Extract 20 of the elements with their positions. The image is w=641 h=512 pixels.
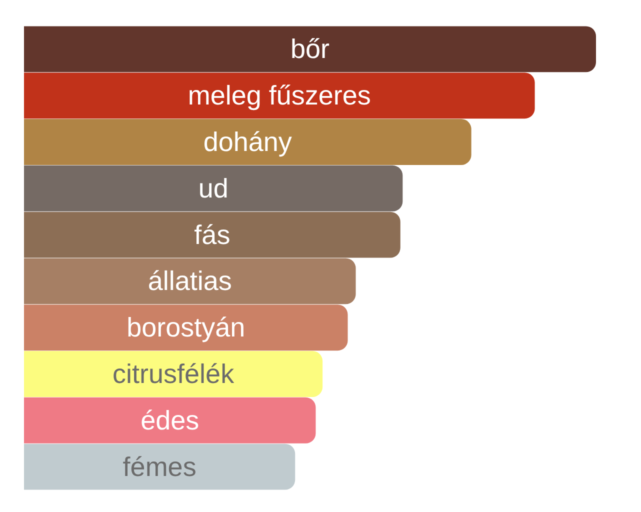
bar: [24, 397, 316, 444]
bar: [24, 258, 356, 304]
bar: [24, 444, 296, 490]
y-tick-label: meleg fűszeres: [188, 80, 371, 111]
bar: [24, 351, 323, 397]
y-tick-label: édes: [140, 405, 200, 436]
y-tick-label: borostyán: [126, 312, 246, 343]
y-tick-label: fémes: [122, 452, 196, 482]
y-tick-label: állatias: [148, 266, 232, 296]
bar: [24, 212, 400, 258]
y-tick-label: bőr: [290, 34, 330, 64]
y-tick-label: ud: [198, 173, 228, 204]
y-tick-label: fás: [194, 220, 230, 250]
y-tick-label: dohány: [203, 127, 292, 157]
bar: [24, 304, 348, 351]
bar: [24, 26, 596, 72]
bar: [24, 119, 472, 165]
bar: [24, 165, 403, 212]
bar: [24, 72, 535, 119]
y-tick-label: citrusfélék: [112, 359, 235, 389]
